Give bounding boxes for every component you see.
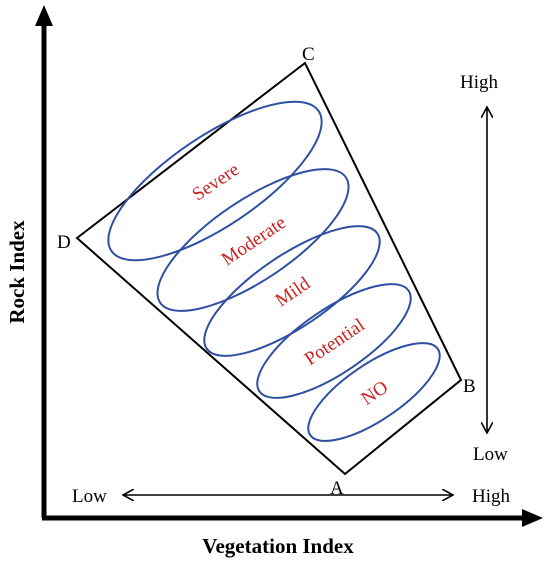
zone-label-severe: Severe	[189, 159, 244, 205]
zone-quadrilateral	[75, 61, 463, 476]
vertex-label-d: D	[57, 232, 71, 253]
zone-label-moderate: Moderate	[218, 212, 290, 270]
zone-label-mild: Mild	[272, 273, 315, 311]
ellipse-no	[307, 342, 441, 442]
y-axis-arrowhead	[35, 5, 53, 26]
horizontal-scale-low: Low	[72, 486, 107, 507]
zone-label-no: NO	[358, 377, 393, 410]
y-axis-title: Rock Index	[5, 220, 29, 324]
ellipse-potential	[256, 283, 412, 399]
zone-ellipses	[107, 100, 441, 442]
vertex-label-a: A	[330, 478, 344, 499]
ellipse-mild	[203, 225, 381, 357]
vertical-scale-high: High	[460, 72, 499, 93]
x-axis-arrowhead	[522, 509, 543, 527]
ellipse-severe	[107, 100, 323, 262]
vertex-label-c: C	[302, 44, 315, 65]
ellipse-moderate	[156, 168, 350, 312]
x-axis-title: Vegetation Index	[202, 534, 354, 558]
vertical-scale-low: Low	[473, 444, 508, 465]
vertex-label-b: B	[463, 376, 476, 397]
horizontal-scale-high: High	[472, 486, 511, 507]
zone-label-potential: Potential	[301, 315, 369, 370]
